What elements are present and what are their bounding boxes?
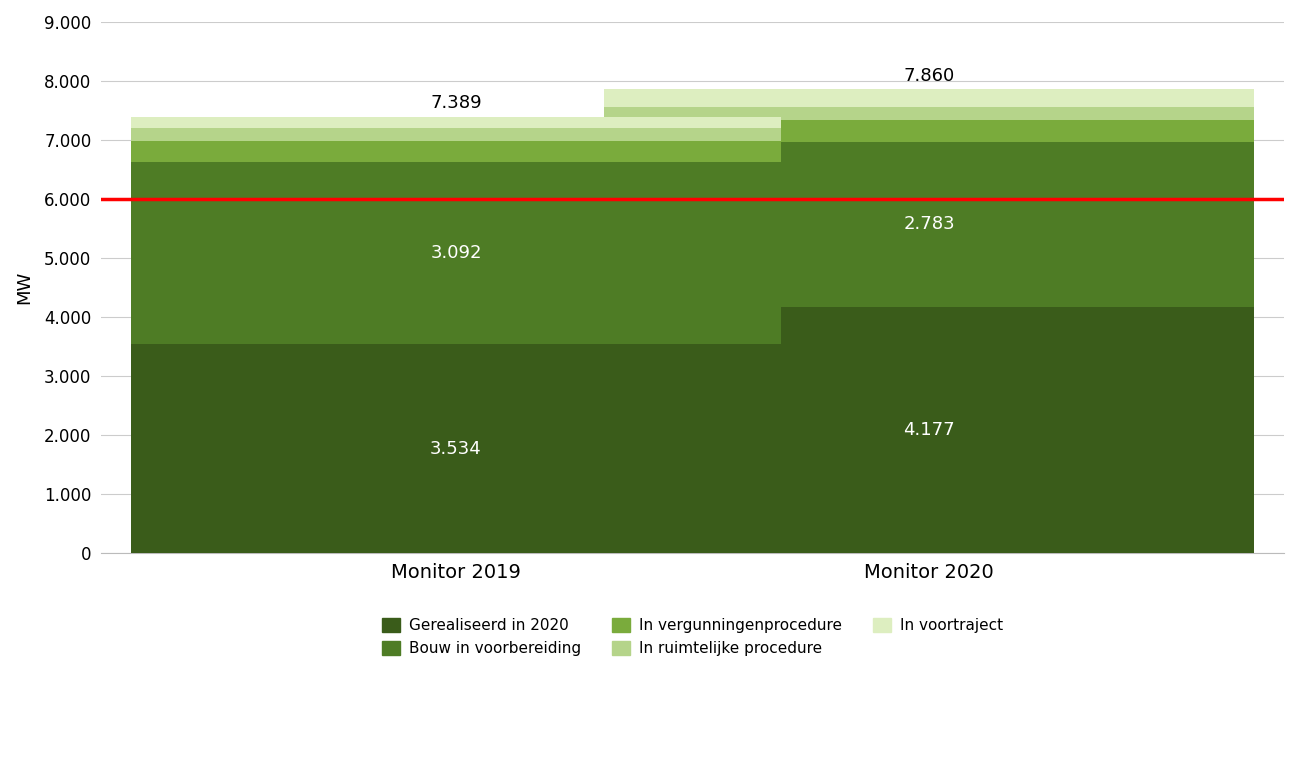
Text: 3.092: 3.092: [430, 244, 482, 262]
Bar: [131, 140, 781, 162]
Bar: [131, 117, 781, 127]
Y-axis label: MW: MW: [16, 271, 32, 304]
Bar: [604, 89, 1255, 107]
Legend: Gerealiseerd in 2020, Bouw in voorbereiding, In vergunningenprocedure, In ruimte: Gerealiseerd in 2020, Bouw in voorbereid…: [375, 612, 1009, 662]
Bar: [131, 344, 781, 553]
Bar: [604, 307, 1255, 553]
Text: 7.389: 7.389: [430, 94, 482, 112]
Bar: [604, 120, 1255, 143]
Text: 2.783: 2.783: [903, 216, 955, 233]
Bar: [131, 162, 781, 344]
Bar: [604, 143, 1255, 307]
Text: 7.860: 7.860: [904, 67, 955, 84]
Text: 4.177: 4.177: [903, 421, 955, 439]
Text: 3.534: 3.534: [430, 439, 482, 458]
Bar: [131, 127, 781, 140]
Bar: [604, 107, 1255, 120]
